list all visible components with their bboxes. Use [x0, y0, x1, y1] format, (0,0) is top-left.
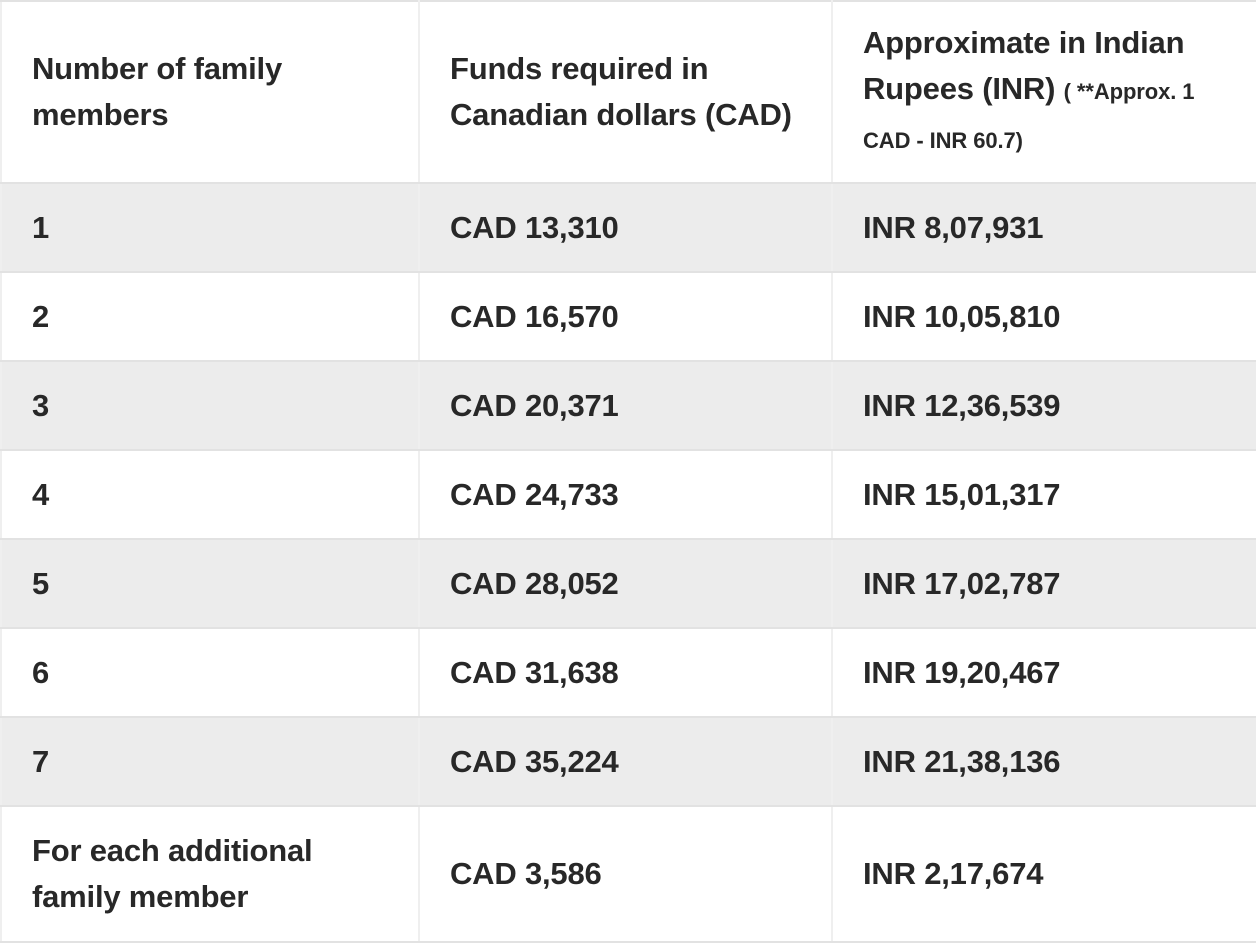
- members-cell: 1: [0, 182, 420, 273]
- inr-cell: INR 10,05,810: [831, 271, 1256, 362]
- table-row: 6 CAD 31,638 INR 19,20,467: [0, 627, 1256, 718]
- members-cell: 3: [0, 360, 420, 451]
- header-row: Number of family members Funds required …: [0, 0, 1256, 184]
- table-row: 3 CAD 20,371 INR 12,36,539: [0, 360, 1256, 451]
- column-header-inr-label: Approximate in Indian Rupees (INR): [863, 25, 1185, 106]
- cad-cell: CAD 20,371: [418, 360, 833, 451]
- column-header-cad: Funds required in Canadian dollars (CAD): [418, 0, 833, 184]
- table-row: 4 CAD 24,733 INR 15,01,317: [0, 449, 1256, 540]
- cad-cell: CAD 13,310: [418, 182, 833, 273]
- table-row: 7 CAD 35,224 INR 21,38,136: [0, 716, 1256, 807]
- members-cell: For each additional family member: [0, 805, 420, 943]
- members-cell: 6: [0, 627, 420, 718]
- inr-cell: INR 12,36,539: [831, 360, 1256, 451]
- table-row: 5 CAD 28,052 INR 17,02,787: [0, 538, 1256, 629]
- cad-cell: CAD 16,570: [418, 271, 833, 362]
- members-cell: 5: [0, 538, 420, 629]
- column-header-members: Number of family members: [0, 0, 420, 184]
- inr-cell: INR 19,20,467: [831, 627, 1256, 718]
- column-header-inr: Approximate in Indian Rupees (INR) ( **A…: [831, 0, 1256, 184]
- members-cell: 2: [0, 271, 420, 362]
- cad-cell: CAD 35,224: [418, 716, 833, 807]
- inr-cell: INR 8,07,931: [831, 182, 1256, 273]
- column-header-inr-note: ( **Approx. 1 CAD - INR 60.7): [863, 79, 1195, 153]
- inr-cell: INR 15,01,317: [831, 449, 1256, 540]
- members-cell: 4: [0, 449, 420, 540]
- table-row: 1 CAD 13,310 INR 8,07,931: [0, 182, 1256, 273]
- table-row: 2 CAD 16,570 INR 10,05,810: [0, 271, 1256, 362]
- members-cell: 7: [0, 716, 420, 807]
- cad-cell: CAD 24,733: [418, 449, 833, 540]
- inr-cell: INR 17,02,787: [831, 538, 1256, 629]
- cad-cell: CAD 3,586: [418, 805, 833, 943]
- cad-cell: CAD 28,052: [418, 538, 833, 629]
- inr-cell: INR 21,38,136: [831, 716, 1256, 807]
- table-row: For each additional family member CAD 3,…: [0, 805, 1256, 943]
- cad-cell: CAD 31,638: [418, 627, 833, 718]
- inr-cell: INR 2,17,674: [831, 805, 1256, 943]
